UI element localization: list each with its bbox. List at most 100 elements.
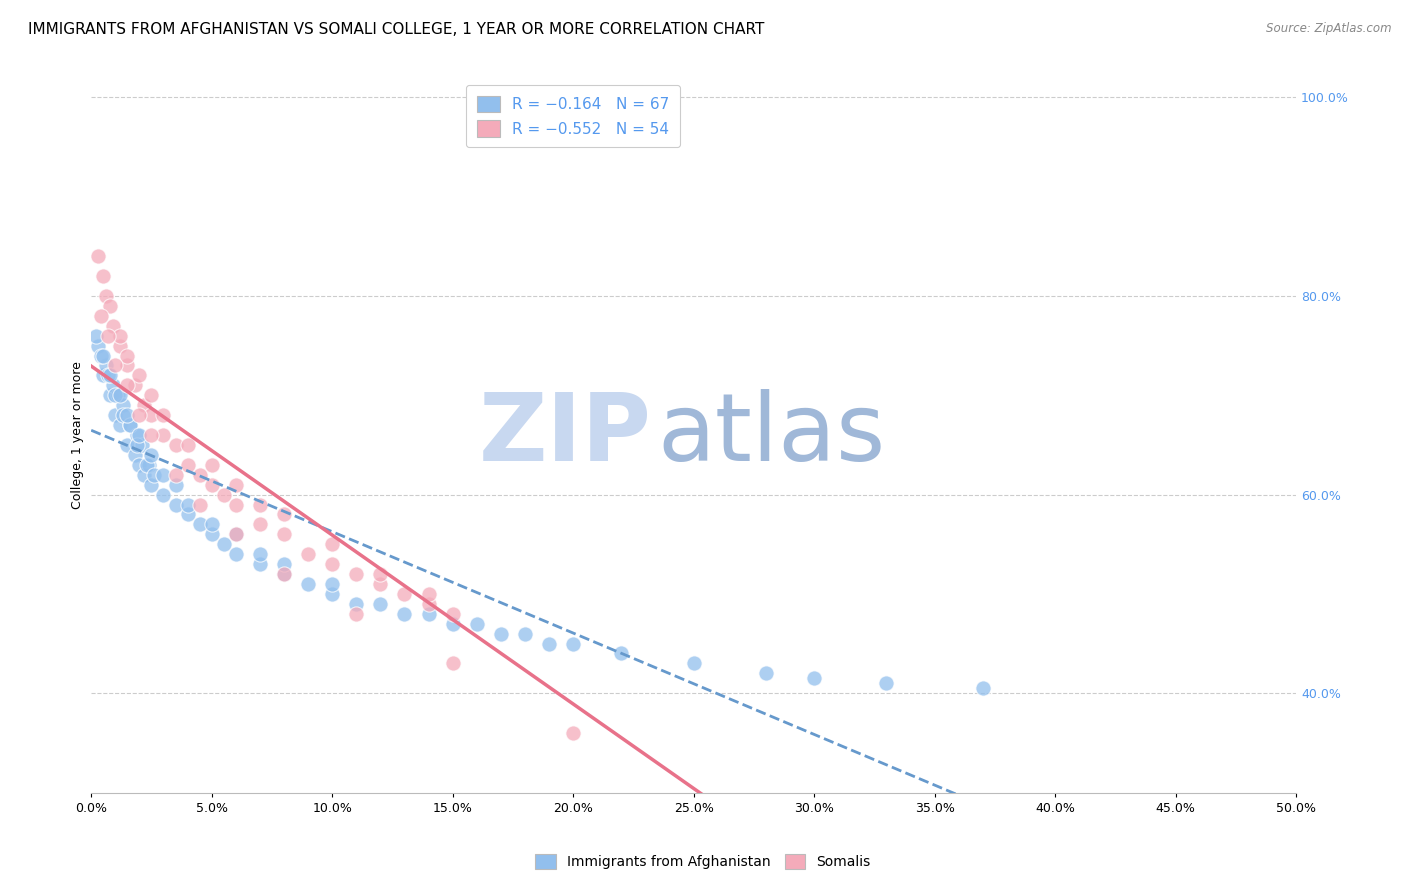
Point bbox=[273, 508, 295, 522]
Point bbox=[418, 587, 440, 601]
Point bbox=[212, 487, 235, 501]
Y-axis label: College, 1 year or more: College, 1 year or more bbox=[72, 361, 84, 509]
Point bbox=[128, 408, 150, 422]
Point bbox=[117, 349, 139, 363]
Point bbox=[344, 597, 367, 611]
Point bbox=[225, 477, 247, 491]
Text: IMMIGRANTS FROM AFGHANISTAN VS SOMALI COLLEGE, 1 YEAR OR MORE CORRELATION CHART: IMMIGRANTS FROM AFGHANISTAN VS SOMALI CO… bbox=[28, 22, 765, 37]
Point bbox=[141, 448, 163, 462]
Point bbox=[138, 458, 160, 472]
Point bbox=[94, 289, 117, 303]
Point bbox=[441, 657, 464, 671]
Point bbox=[165, 498, 187, 512]
Point bbox=[370, 597, 392, 611]
Point bbox=[135, 458, 157, 472]
Point bbox=[94, 359, 117, 373]
Point bbox=[755, 805, 778, 820]
Point bbox=[249, 547, 271, 561]
Point bbox=[165, 438, 187, 452]
Point bbox=[134, 467, 156, 482]
Point bbox=[273, 557, 295, 571]
Point bbox=[562, 726, 585, 740]
Point bbox=[249, 557, 271, 571]
Point bbox=[141, 408, 163, 422]
Point bbox=[152, 487, 174, 501]
Point bbox=[273, 567, 295, 582]
Point bbox=[152, 408, 174, 422]
Point bbox=[118, 418, 141, 433]
Point bbox=[104, 408, 127, 422]
Point bbox=[108, 328, 131, 343]
Point bbox=[97, 368, 120, 383]
Point bbox=[225, 547, 247, 561]
Point bbox=[142, 467, 165, 482]
Point bbox=[124, 448, 146, 462]
Point bbox=[188, 498, 211, 512]
Point bbox=[344, 567, 367, 582]
Point bbox=[131, 438, 153, 452]
Point bbox=[176, 508, 198, 522]
Point bbox=[755, 666, 778, 681]
Point bbox=[108, 338, 131, 352]
Point bbox=[125, 428, 148, 442]
Point bbox=[100, 368, 122, 383]
Point bbox=[176, 458, 198, 472]
Point bbox=[108, 388, 131, 402]
Point bbox=[100, 299, 122, 313]
Point bbox=[117, 408, 139, 422]
Point bbox=[538, 636, 561, 650]
Point bbox=[273, 527, 295, 541]
Point bbox=[87, 338, 110, 352]
Point bbox=[111, 398, 134, 412]
Point bbox=[513, 626, 536, 640]
Point bbox=[394, 607, 416, 621]
Point bbox=[90, 349, 112, 363]
Point bbox=[111, 408, 134, 422]
Point bbox=[273, 567, 295, 582]
Point bbox=[418, 597, 440, 611]
Point bbox=[225, 527, 247, 541]
Point bbox=[117, 378, 139, 392]
Point bbox=[117, 438, 139, 452]
Point bbox=[152, 428, 174, 442]
Point bbox=[152, 467, 174, 482]
Point bbox=[100, 388, 122, 402]
Point bbox=[118, 418, 141, 433]
Point bbox=[125, 438, 148, 452]
Point bbox=[124, 378, 146, 392]
Point bbox=[117, 359, 139, 373]
Point bbox=[225, 527, 247, 541]
Text: Source: ZipAtlas.com: Source: ZipAtlas.com bbox=[1267, 22, 1392, 36]
Point bbox=[104, 388, 127, 402]
Point bbox=[225, 498, 247, 512]
Point bbox=[188, 517, 211, 532]
Point bbox=[682, 657, 704, 671]
Point bbox=[176, 498, 198, 512]
Point bbox=[972, 681, 994, 696]
Text: atlas: atlas bbox=[658, 389, 886, 481]
Point bbox=[91, 368, 114, 383]
Point bbox=[418, 607, 440, 621]
Point bbox=[201, 458, 224, 472]
Point bbox=[84, 328, 107, 343]
Point bbox=[297, 547, 319, 561]
Point bbox=[188, 467, 211, 482]
Point bbox=[370, 577, 392, 591]
Point bbox=[128, 428, 150, 442]
Point bbox=[321, 577, 343, 591]
Point bbox=[91, 349, 114, 363]
Legend: R = −0.164   N = 67, R = −0.552   N = 54: R = −0.164 N = 67, R = −0.552 N = 54 bbox=[467, 85, 681, 147]
Point bbox=[107, 388, 129, 402]
Point bbox=[441, 607, 464, 621]
Point bbox=[90, 309, 112, 323]
Point bbox=[87, 249, 110, 263]
Point bbox=[370, 567, 392, 582]
Point bbox=[141, 388, 163, 402]
Point bbox=[104, 359, 127, 373]
Point bbox=[344, 607, 367, 621]
Point bbox=[321, 537, 343, 551]
Point bbox=[441, 616, 464, 631]
Point bbox=[394, 587, 416, 601]
Point bbox=[201, 527, 224, 541]
Point bbox=[321, 557, 343, 571]
